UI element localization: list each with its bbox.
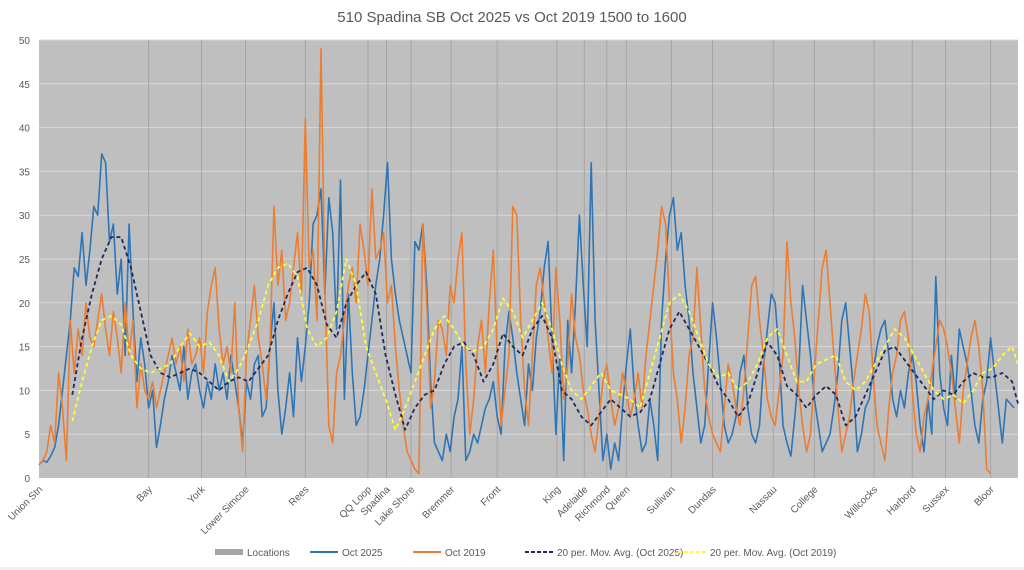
legend-label: 20 per. Mov. Avg. (Oct 2025) <box>557 548 683 559</box>
x-tick-label: Bloor <box>972 484 997 509</box>
x-tick-label: Sullivan <box>645 484 678 517</box>
y-tick-label: 50 <box>19 36 31 47</box>
y-tick-label: 0 <box>24 474 30 485</box>
legend-label: Oct 2025 <box>342 548 383 559</box>
y-tick-label: 45 <box>19 80 31 91</box>
x-tick-label: Nassau <box>748 484 780 516</box>
x-tick-label: York <box>186 484 208 506</box>
y-tick-label: 30 <box>19 211 31 222</box>
legend-swatch <box>215 549 243 555</box>
legend-label: Locations <box>247 548 290 559</box>
x-tick-label: Bay <box>135 484 155 504</box>
x-tick-label: Harbord <box>885 484 918 517</box>
x-tick-label: Willcocks <box>843 484 880 521</box>
legend-label: 20 per. Mov. Avg. (Oct 2019) <box>710 548 836 559</box>
y-tick-label: 25 <box>19 255 31 266</box>
legend: Locations Oct 2025 Oct 2019 20 per. Mov. Av… <box>215 548 836 559</box>
x-tick-label: Rees <box>287 484 311 508</box>
y-tick-label: 20 <box>19 299 31 310</box>
series-line-oct-2019 <box>38 47 992 475</box>
x-tick-label: Sussex <box>921 484 952 515</box>
y-tick-label: 35 <box>19 167 31 178</box>
y-tick-label: 40 <box>19 124 31 135</box>
series-line-20-per-mov-avg-oct-2019 <box>71 258 1019 431</box>
series-line-20-per-mov-avg-oct-2025 <box>71 236 1019 431</box>
x-tick-label: College <box>789 484 821 516</box>
x-tick-label: Dundas <box>687 484 719 516</box>
x-tick-label: Front <box>479 484 503 508</box>
y-tick-label: 5 <box>24 430 30 441</box>
legend-label: Oct 2019 <box>445 548 486 559</box>
x-tick-label: Bremmer <box>420 484 457 521</box>
bottom-divider <box>0 567 1024 570</box>
y-tick-label: 10 <box>19 386 31 397</box>
chart-title: 510 Spadina SB Oct 2025 vs Oct 2019 1500… <box>337 9 686 26</box>
series-line-oct-2025 <box>38 153 1015 471</box>
y-tick-label: 15 <box>19 343 31 354</box>
x-tick-label: King <box>541 484 563 506</box>
x-tick-label: Union Stn <box>6 484 45 523</box>
